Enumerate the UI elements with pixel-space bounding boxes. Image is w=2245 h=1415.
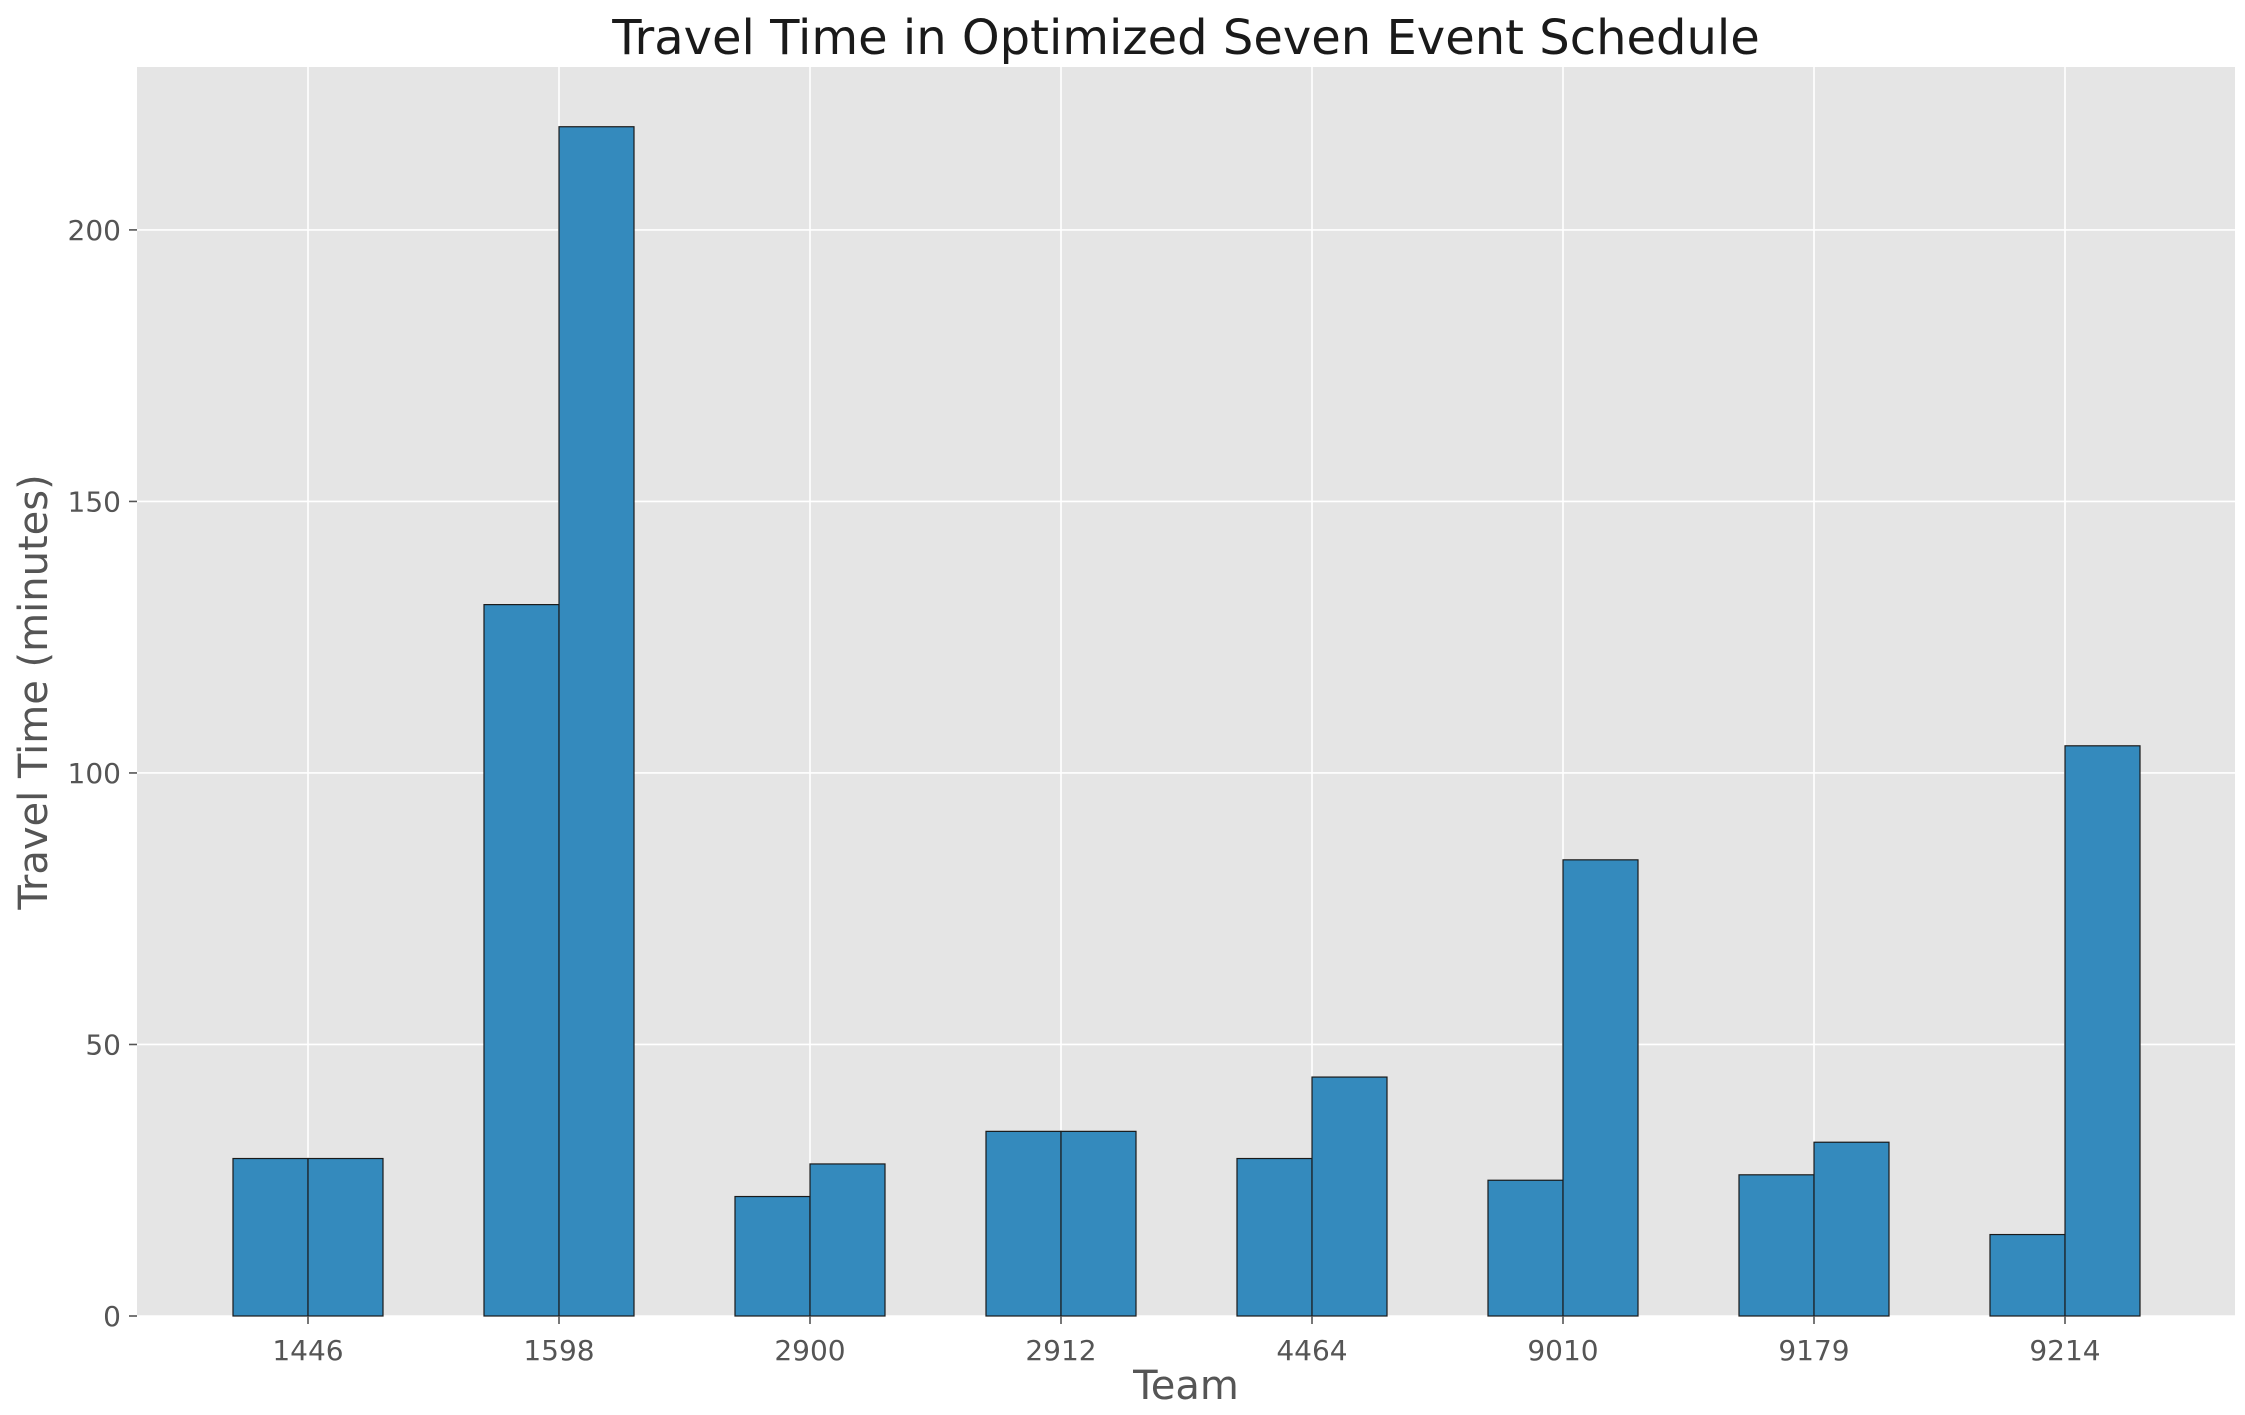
x-tick-label: 2900 <box>774 1334 845 1367</box>
y-axis-ticks: 0 50 100 150 200 <box>68 214 137 1333</box>
plot-area <box>137 67 2235 1316</box>
bar-1446-1 <box>232 1157 309 1317</box>
bar-2912-1 <box>985 1130 1062 1317</box>
bar-2912-2 <box>1060 1130 1137 1317</box>
x-axis-label: Team <box>1132 1363 1239 1409</box>
bar-1446-2 <box>307 1157 384 1317</box>
bars <box>232 126 2141 1317</box>
bar-2900-2 <box>809 1163 886 1317</box>
bar-9010-2 <box>1562 859 1639 1317</box>
x-tick-label: 9179 <box>1778 1334 1849 1367</box>
bar-4464-2 <box>1311 1076 1388 1317</box>
chart-title: Travel Time in Optimized Seven Event Sch… <box>611 10 1760 66</box>
bar-9214-1 <box>1989 1233 2066 1317</box>
x-tick-label: 9010 <box>1527 1334 1598 1367</box>
x-tick-label: 4464 <box>1276 1334 1347 1367</box>
bar-2900-1 <box>734 1195 811 1317</box>
y-tick-label: 100 <box>68 757 121 790</box>
y-tick-label: 50 <box>85 1028 121 1061</box>
bar-1598-2 <box>558 126 635 1317</box>
bar-9010-1 <box>1487 1179 1564 1317</box>
bar-9179-1 <box>1738 1174 1815 1317</box>
x-tick-label: 9214 <box>2029 1334 2100 1367</box>
x-tick-label: 2912 <box>1025 1334 1096 1367</box>
x-tick-label: 1598 <box>523 1334 594 1367</box>
bar-4464-1 <box>1236 1157 1313 1317</box>
bar-1598-1 <box>483 604 560 1317</box>
bar-9179-2 <box>1813 1141 1890 1317</box>
x-axis-ticks: 1446 1598 2900 2912 4464 9010 9179 9214 <box>272 1316 2101 1367</box>
y-axis-label: Travel Time (minutes) <box>11 474 57 910</box>
y-tick-label: 0 <box>103 1300 121 1333</box>
x-tick-label: 1446 <box>272 1334 343 1367</box>
y-tick-label: 200 <box>68 214 121 247</box>
y-tick-label: 150 <box>68 485 121 518</box>
bar-9214-2 <box>2064 745 2141 1317</box>
